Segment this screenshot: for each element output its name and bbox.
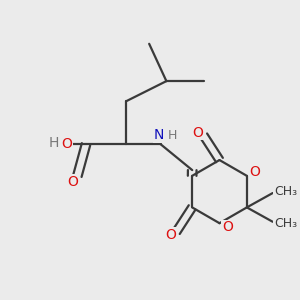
Text: H: H [168, 129, 177, 142]
Text: O: O [68, 175, 79, 189]
Text: N: N [154, 128, 164, 142]
Text: O: O [165, 228, 176, 242]
Text: H: H [49, 136, 59, 150]
Text: O: O [249, 164, 260, 178]
Text: CH₃: CH₃ [274, 185, 297, 198]
Text: O: O [193, 126, 203, 140]
Text: O: O [61, 137, 72, 151]
Text: O: O [222, 220, 233, 235]
Text: CH₃: CH₃ [274, 217, 297, 230]
